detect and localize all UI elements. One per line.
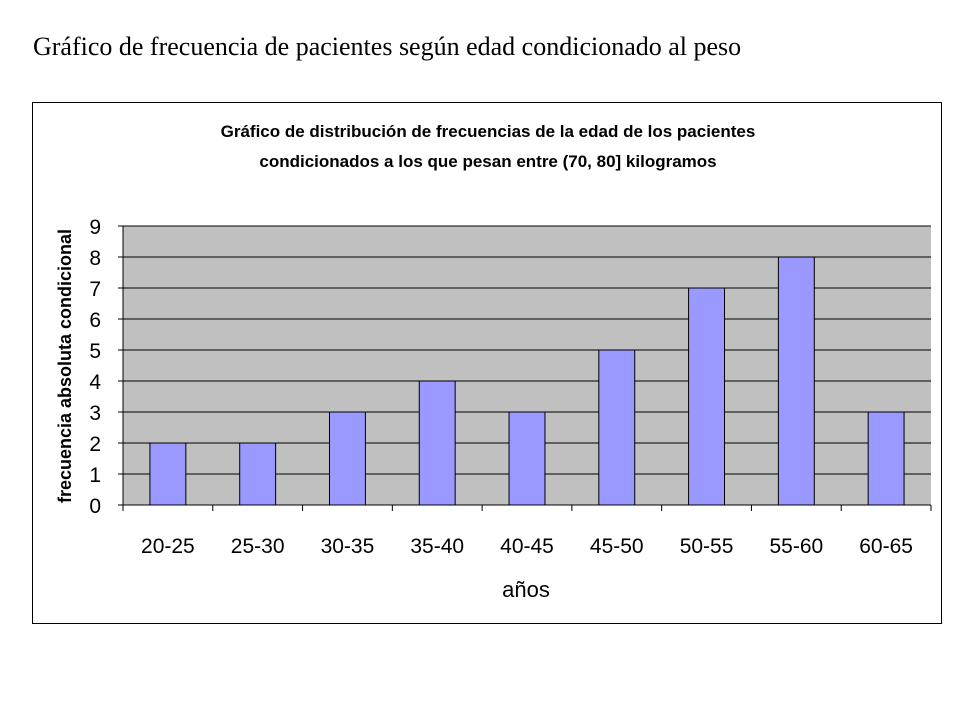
bar (418, 380, 456, 506)
x-axis-label: años (502, 577, 550, 602)
x-tick-label: 45-50 (590, 535, 644, 558)
y-tick-label: 3 (89, 402, 101, 425)
x-tick-label: 55-60 (769, 535, 823, 558)
plot-area: 0 1 2 3 4 5 6 7 8 9 20-25 25-30 30-35 35-40 40-45 45-50… (89, 216, 932, 558)
bar (688, 287, 726, 506)
y-tick-label: 1 (89, 464, 101, 487)
x-tick-label: 50-55 (680, 535, 734, 558)
x-tick-label: 25-30 (231, 535, 285, 558)
y-axis-label: frecuencia absoluta condicional (55, 229, 75, 503)
x-tick-label: 20-25 (141, 535, 195, 558)
x-tick-label: 30-35 (321, 535, 375, 558)
y-tick-label: 6 (89, 309, 101, 332)
page-heading: Gráfico de frecuencia de pacientes según… (33, 32, 742, 61)
y-tick-label: 8 (89, 247, 101, 270)
bar (328, 411, 366, 506)
x-tick-label: 40-45 (500, 535, 554, 558)
bar (239, 442, 277, 506)
bar (149, 442, 187, 506)
y-tick-label: 4 (89, 371, 101, 394)
bar (598, 349, 636, 506)
y-tick-label: 0 (89, 495, 101, 518)
y-tick-label: 5 (89, 340, 101, 363)
bar (867, 411, 905, 506)
y-tick-label: 9 (89, 216, 101, 239)
y-tick-label: 2 (89, 433, 101, 456)
chart-title-line2: condicionados a los que pesan entre (70,… (259, 152, 716, 171)
y-tick-label: 7 (89, 278, 101, 301)
chart-title-line1: Gráfico de distribución de frecuencias d… (221, 122, 756, 141)
x-tick-label: 60-65 (859, 535, 913, 558)
x-tick-label: 35-40 (410, 535, 464, 558)
bar (508, 411, 546, 506)
bar (777, 256, 815, 506)
